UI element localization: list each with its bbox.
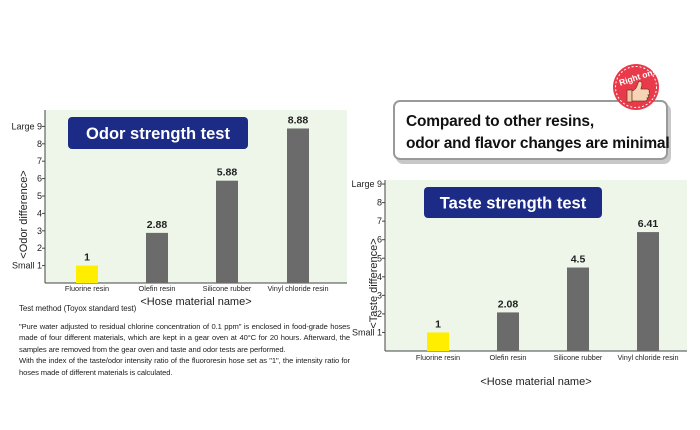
bar-3 — [637, 232, 659, 351]
y-tick-label: 8 — [37, 139, 42, 149]
y-tick-label: 2 — [37, 243, 42, 253]
y-tick-label: 5 — [377, 253, 382, 263]
bar-0 — [427, 332, 449, 351]
category-label: Fluorine resin — [416, 353, 460, 362]
test-method-notes: Test method (Toyox standard test) "Pure … — [19, 303, 350, 379]
category-label: Silicone rubber — [203, 284, 252, 293]
bar-value-label: 8.88 — [288, 114, 309, 126]
category-label: Vinyl chloride resin — [617, 353, 678, 362]
callout-line-1: Compared to other resins, — [406, 113, 594, 130]
y-tick-label: 8 — [377, 198, 382, 208]
bar-0 — [76, 265, 98, 283]
y-tick-label: Large 9 — [11, 121, 42, 131]
test-method-paragraph-1: "Pure water adjusted to residual chlorin… — [19, 321, 350, 354]
bar-value-label: 1 — [435, 318, 441, 330]
y-tick-label: 4 — [37, 208, 42, 218]
chart-title-box — [424, 187, 602, 218]
y-tick-label: 3 — [377, 290, 382, 300]
category-label: Olefin resin — [490, 353, 527, 362]
bar-value-label: 1 — [84, 252, 90, 264]
y-tick-label: 2 — [377, 309, 382, 319]
thumbs-up-badge-icon: Right on! — [613, 64, 659, 110]
x-axis-label: <Hose material name> — [140, 296, 251, 308]
y-tick-label: Small 1 — [12, 261, 42, 271]
bar-1 — [146, 232, 168, 283]
bar-value-label: 2.08 — [498, 298, 519, 310]
bar-value-label: 4.5 — [571, 254, 586, 266]
category-label: Vinyl chloride resin — [267, 284, 328, 293]
bar-1 — [497, 312, 519, 351]
category-label: Olefin resin — [139, 284, 176, 293]
category-label: Silicone rubber — [554, 353, 603, 362]
y-axis-label: <Taste difference> — [368, 238, 380, 328]
y-tick-label: 7 — [37, 156, 42, 166]
test-method-heading: Test method (Toyox standard test) — [19, 304, 137, 313]
bar-2 — [567, 267, 589, 351]
y-tick-label: 6 — [37, 174, 42, 184]
y-tick-label: 6 — [377, 235, 382, 245]
y-tick-label: Large 9 — [351, 179, 382, 189]
y-axis-label: <Odor difference> — [18, 170, 30, 258]
y-tick-label: 7 — [377, 216, 382, 226]
category-label: Fluorine resin — [65, 284, 109, 293]
test-method-paragraph-2: With the index of the taste/odor intensi… — [19, 356, 350, 377]
y-tick-label: 3 — [37, 226, 42, 236]
bar-value-label: 2.88 — [147, 219, 168, 231]
bar-3 — [287, 128, 309, 283]
chart-title: Odor strength test — [86, 125, 230, 143]
summary-callout: Compared to other resins, odor and flavo… — [393, 100, 670, 160]
y-tick-label: Small 1 — [352, 327, 382, 337]
y-tick-label: 5 — [37, 191, 42, 201]
x-axis-label: <Hose material name> — [480, 376, 591, 388]
y-tick-label: 4 — [377, 272, 382, 282]
bar-value-label: 6.41 — [638, 218, 659, 230]
chart-title-box — [68, 117, 248, 149]
callout-line-2: odor and flavor changes are minimal — [406, 135, 670, 152]
chart-title: Taste strength test — [440, 195, 587, 213]
bar-2 — [216, 180, 238, 283]
bar-value-label: 5.88 — [217, 167, 238, 179]
